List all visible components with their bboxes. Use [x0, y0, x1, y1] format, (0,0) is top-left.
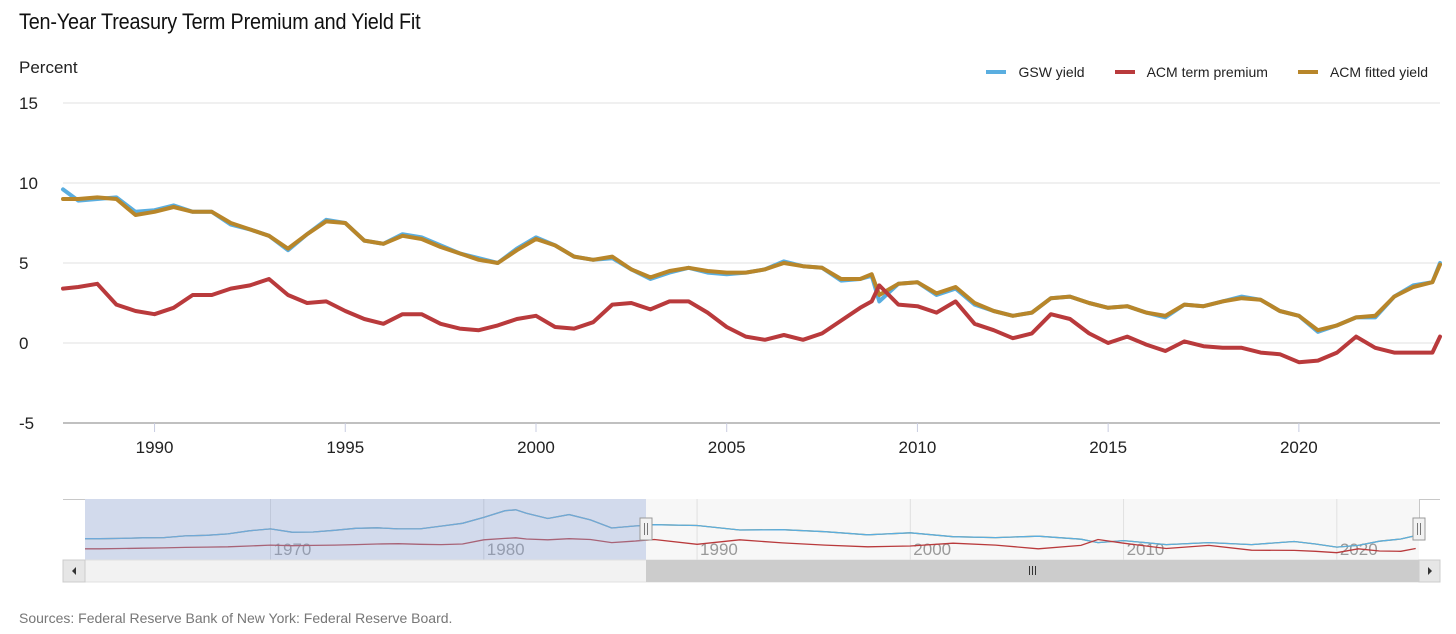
series-line-gsw-yield — [61, 187, 1442, 334]
triangle-left-icon — [72, 567, 76, 575]
y-axis-ticks: 15 10 5 0 -5 — [19, 94, 38, 433]
y-axis-label: Percent — [19, 58, 78, 77]
legend-swatch-acm-fitted-yield — [1297, 70, 1318, 74]
navigator-line-gsw-yield — [85, 509, 1416, 548]
x-tick-label: 2005 — [708, 438, 746, 457]
y-tick-label: 5 — [19, 254, 28, 273]
legend-item-acm-fitted-yield[interactable]: ACM fitted yield — [1297, 64, 1428, 80]
gridlines — [63, 102, 1440, 424]
navigator-series — [85, 509, 1416, 554]
legend-item-gsw-yield[interactable]: GSW yield — [986, 64, 1085, 80]
navigator-tick-label: 1980 — [487, 540, 525, 559]
legend-label-acm-term-premium: ACM term premium — [1146, 64, 1268, 80]
series-lines — [61, 187, 1442, 365]
navigator-handle-left[interactable] — [639, 517, 653, 541]
scrollbar[interactable] — [62, 559, 1441, 583]
navigator-tick-label: 1990 — [700, 540, 738, 559]
series-line-acm-term-premium — [61, 277, 1442, 365]
legend-swatch-gsw-yield — [986, 70, 1007, 74]
x-tick-label: 2015 — [1089, 438, 1127, 457]
x-tick-label: 1995 — [326, 438, 364, 457]
navigator[interactable]: 1970 1980 1990 2000 2010 2020 — [63, 499, 1440, 560]
navigator-tick-label: 1970 — [274, 540, 312, 559]
x-tick-label: 2010 — [899, 438, 937, 457]
x-tick-label: 2000 — [517, 438, 555, 457]
navigator-handle-right[interactable] — [1412, 517, 1426, 541]
x-tick-label: 2020 — [1280, 438, 1318, 457]
scroll-right-button[interactable] — [1418, 559, 1441, 583]
x-axis-ticks: 1990 1995 2000 2005 2010 2015 2020 — [136, 423, 1318, 457]
y-tick-label: -5 — [19, 414, 34, 433]
y-tick-label: 0 — [19, 334, 28, 353]
legend-label-acm-fitted-yield: ACM fitted yield — [1329, 64, 1428, 80]
legend: GSW yield ACM term premium ACM fitted yi… — [986, 64, 1428, 80]
navigator-mask-left — [85, 499, 646, 560]
scroll-left-button[interactable] — [62, 559, 86, 583]
source-note: Sources: Federal Reserve Bank of New Yor… — [19, 610, 453, 626]
triangle-right-icon — [1428, 567, 1432, 575]
series-line-acm-fitted-yield — [61, 195, 1442, 333]
navigator-tick-label: 2000 — [913, 540, 951, 559]
legend-label-gsw-yield: GSW yield — [1018, 64, 1085, 80]
legend-swatch-acm-term-premium — [1114, 70, 1135, 74]
chart-title: Ten-Year Treasury Term Premium and Yield… — [19, 9, 421, 34]
navigator-line-acm-term-premium — [85, 537, 1416, 554]
x-tick-label: 1990 — [136, 438, 174, 457]
y-tick-label: 10 — [19, 174, 38, 193]
legend-item-acm-term-premium[interactable]: ACM term premium — [1114, 64, 1268, 80]
scroll-grip-icon — [1029, 566, 1036, 575]
y-tick-label: 15 — [19, 94, 38, 113]
